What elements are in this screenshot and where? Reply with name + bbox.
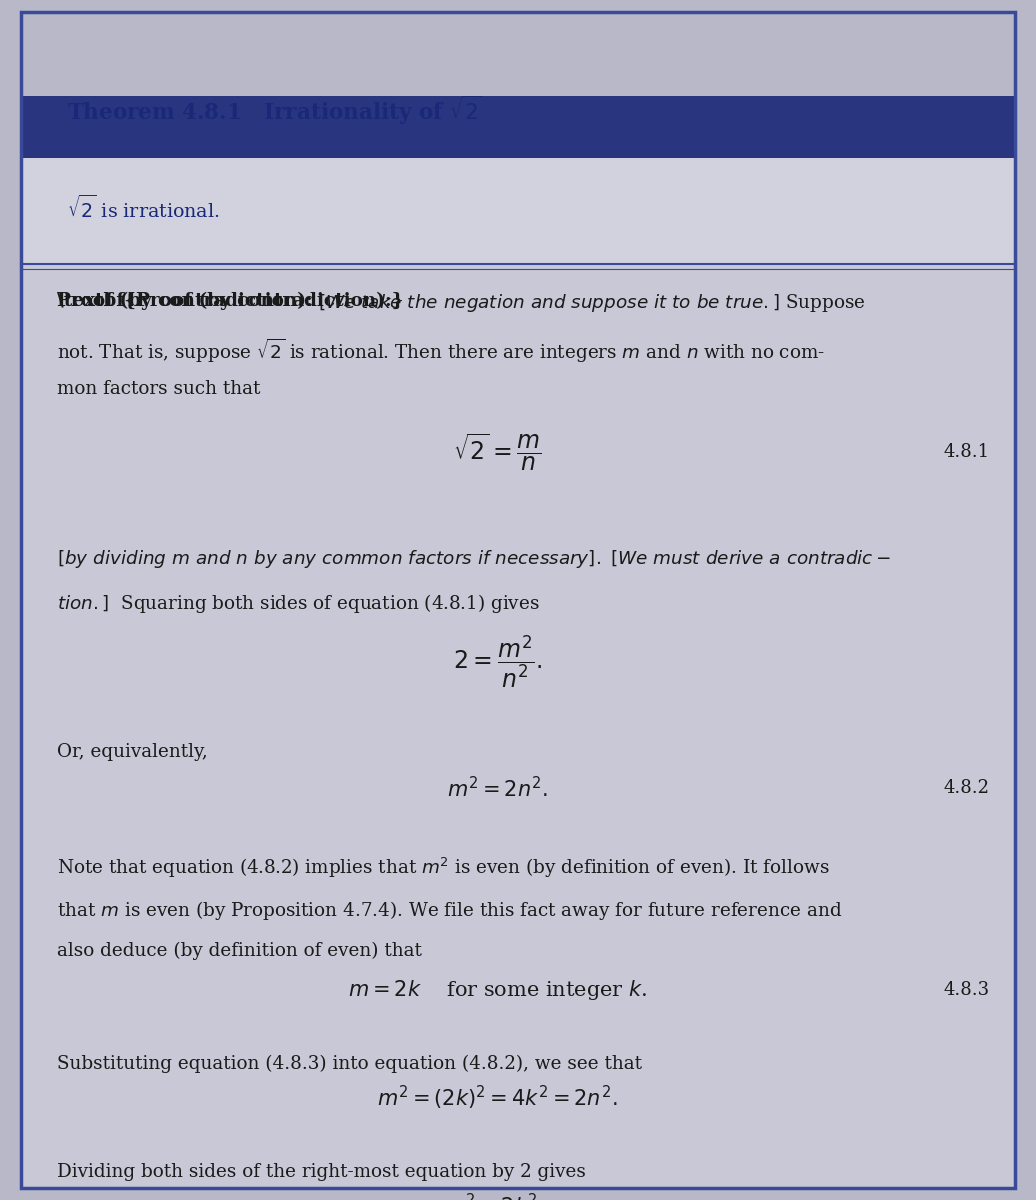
Text: not. That is, suppose $\sqrt{2}$ is rational. Then there are integers $m$ and $n: not. That is, suppose $\sqrt{2}$ is rati… bbox=[57, 337, 825, 365]
FancyBboxPatch shape bbox=[21, 264, 1015, 1188]
Text: $\mathit{tion.]}$  Squaring both sides of equation (4.8.1) gives: $\mathit{tion.]}$ Squaring both sides of… bbox=[57, 592, 540, 614]
FancyBboxPatch shape bbox=[21, 158, 1015, 264]
Text: 4.8.3: 4.8.3 bbox=[943, 982, 989, 998]
Text: $\mathit{[by\ dividing\ m\ and\ n\ by\ any\ common\ factors\ if\ necessary].}$ $: $\mathit{[by\ dividing\ m\ and\ n\ by\ a… bbox=[57, 548, 891, 570]
Text: \textbf{Proof (by contradiction):}: \textbf{Proof (by contradiction):} bbox=[57, 292, 403, 310]
Text: 4.8.2: 4.8.2 bbox=[944, 780, 989, 798]
Text: $\sqrt{2} = \dfrac{m}{n}$: $\sqrt{2} = \dfrac{m}{n}$ bbox=[453, 432, 542, 473]
Text: 4.8.1: 4.8.1 bbox=[943, 443, 989, 461]
Text: $m^2 = (2k)^2 = 4k^2 = 2n^2.$: $m^2 = (2k)^2 = 4k^2 = 2n^2.$ bbox=[377, 1084, 617, 1112]
Text: also deduce (by definition of even) that: also deduce (by definition of even) that bbox=[57, 942, 422, 960]
Text: that $m$ is even (by Proposition 4.7.4). We file this fact away for future refer: that $m$ is even (by Proposition 4.7.4).… bbox=[57, 899, 842, 922]
Text: $m = 2k\quad$ for some integer $k$.: $m = 2k\quad$ for some integer $k$. bbox=[348, 978, 646, 1002]
Text: $\mathit{[We\ take\ the\ negation\ and\ suppose\ it\ to\ be\ true.]}$ Suppose: $\mathit{[We\ take\ the\ negation\ and\ … bbox=[318, 292, 865, 313]
Text: $n^2 = 2k^2.$: $n^2 = 2k^2.$ bbox=[451, 1193, 544, 1200]
FancyBboxPatch shape bbox=[21, 96, 1015, 158]
Text: $2 = \dfrac{m^2}{n^2}.$: $2 = \dfrac{m^2}{n^2}.$ bbox=[453, 632, 542, 690]
Text: Proof (by contradiction):: Proof (by contradiction): bbox=[57, 292, 313, 310]
Text: Or, equivalently,: Or, equivalently, bbox=[57, 743, 208, 761]
Text: Theorem 4.8.1   Irrationality of $\sqrt{2}$: Theorem 4.8.1 Irrationality of $\sqrt{2}… bbox=[67, 94, 483, 127]
Text: Substituting equation (4.8.3) into equation (4.8.2), we see that: Substituting equation (4.8.3) into equat… bbox=[57, 1055, 642, 1073]
Text: $\sqrt{2}$ is irrational.: $\sqrt{2}$ is irrational. bbox=[67, 196, 220, 222]
Text: $m^2 = 2n^2.$: $m^2 = 2n^2.$ bbox=[447, 776, 548, 802]
Text: mon factors such that: mon factors such that bbox=[57, 380, 260, 398]
Text: Note that equation (4.8.2) implies that $m^2$ is even (by definition of even). I: Note that equation (4.8.2) implies that … bbox=[57, 856, 830, 880]
Text: Dividing both sides of the right-most equation by 2 gives: Dividing both sides of the right-most eq… bbox=[57, 1163, 585, 1181]
